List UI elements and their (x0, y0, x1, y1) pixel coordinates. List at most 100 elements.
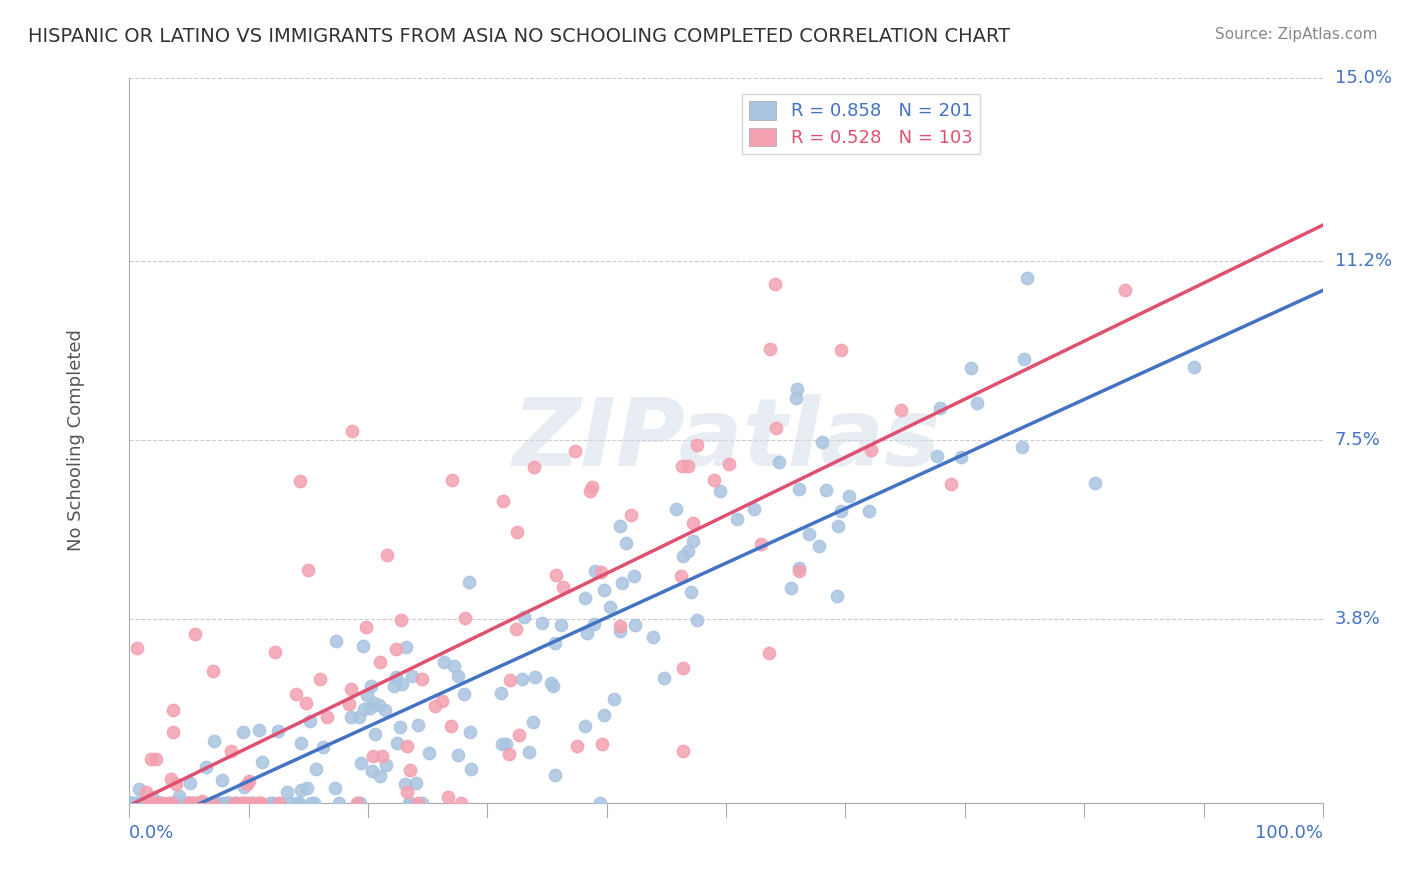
Point (128, 782, 150, 797)
Point (583, 564, 606, 578)
Point (368, 698, 391, 713)
Point (149, 796, 172, 810)
Point (890, 403, 912, 417)
Point (247, 796, 270, 810)
Point (139, 752, 162, 766)
Point (165, 777, 187, 791)
Point (398, 796, 420, 810)
Point (458, 575, 481, 590)
Point (830, 343, 852, 357)
Point (145, 752, 167, 766)
Point (143, 796, 166, 810)
Point (191, 796, 214, 810)
Point (295, 696, 318, 710)
Point (157, 796, 180, 810)
Point (589, 796, 612, 810)
Point (513, 609, 536, 624)
Point (498, 673, 520, 688)
Point (145, 796, 167, 810)
Point (495, 737, 517, 751)
Point (267, 723, 290, 738)
Point (780, 581, 803, 595)
Point (574, 591, 596, 605)
Point (1011, 440, 1033, 454)
Point (388, 720, 411, 734)
Point (787, 483, 810, 497)
Point (142, 796, 165, 810)
Point (398, 796, 420, 810)
Point (789, 561, 811, 575)
Point (222, 796, 245, 810)
Point (131, 796, 153, 810)
Point (194, 760, 217, 774)
Point (363, 726, 385, 740)
Point (200, 796, 222, 810)
Point (799, 527, 821, 541)
Point (370, 749, 392, 764)
Point (120, 796, 142, 810)
Point (551, 580, 574, 594)
Point (686, 613, 709, 627)
Point (148, 796, 170, 810)
Point (233, 796, 256, 810)
Point (453, 611, 475, 625)
Point (305, 762, 328, 776)
Point (1182, 360, 1205, 375)
Point (124, 796, 146, 810)
Point (498, 747, 520, 762)
Point (316, 710, 339, 724)
Point (578, 483, 600, 498)
Point (141, 789, 163, 804)
Point (229, 796, 252, 810)
Point (295, 781, 318, 796)
Point (385, 641, 408, 656)
Point (247, 723, 270, 737)
Point (146, 796, 169, 810)
Point (138, 796, 160, 810)
Point (135, 796, 157, 810)
Point (211, 796, 233, 810)
Point (610, 576, 633, 591)
Point (361, 764, 384, 778)
Text: 0.0%: 0.0% (129, 824, 174, 842)
Point (262, 796, 284, 810)
Point (830, 503, 852, 517)
Point (406, 796, 429, 810)
Point (159, 796, 181, 810)
Point (787, 564, 810, 578)
Point (347, 796, 370, 810)
Point (523, 670, 546, 684)
Point (176, 796, 198, 810)
Point (643, 631, 665, 645)
Point (506, 525, 529, 540)
Point (250, 796, 273, 810)
Point (166, 796, 188, 810)
Point (245, 796, 267, 810)
Point (259, 796, 281, 810)
Point (340, 709, 363, 723)
Point (202, 665, 225, 679)
Point (430, 694, 453, 708)
Point (350, 756, 373, 770)
Point (179, 776, 201, 790)
Point (190, 794, 212, 808)
Point (814, 483, 837, 498)
Point (441, 474, 464, 488)
Point (269, 796, 291, 810)
Point (665, 501, 688, 516)
Point (125, 796, 148, 810)
Point (128, 796, 150, 810)
Point (859, 442, 882, 457)
Point (125, 796, 148, 810)
Point (374, 703, 396, 717)
Point (530, 615, 553, 630)
Point (491, 737, 513, 751)
Point (550, 618, 572, 632)
Point (1015, 271, 1038, 285)
Point (672, 661, 695, 675)
Point (672, 744, 695, 758)
Point (188, 796, 211, 810)
Point (582, 617, 605, 632)
Point (211, 773, 233, 788)
Point (353, 702, 375, 716)
